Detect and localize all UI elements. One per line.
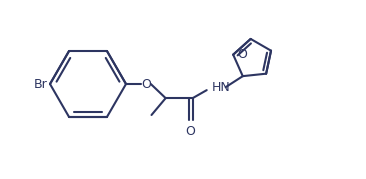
Text: O: O bbox=[186, 125, 195, 138]
Text: Br: Br bbox=[33, 78, 47, 91]
Text: O: O bbox=[141, 78, 151, 91]
Text: HN: HN bbox=[212, 81, 231, 94]
Text: O: O bbox=[237, 48, 247, 61]
